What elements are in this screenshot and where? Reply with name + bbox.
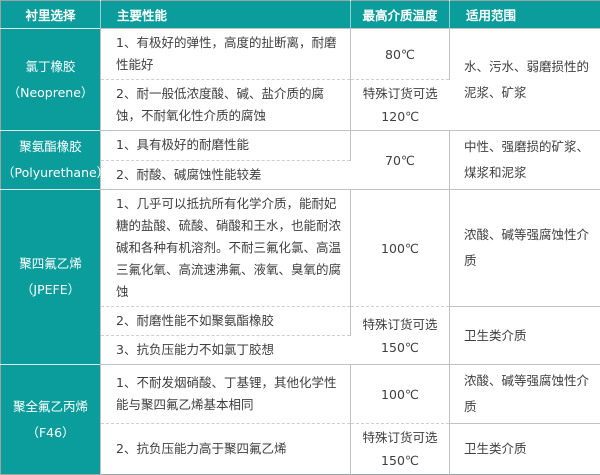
material-name: 氯丁橡胶: [2, 54, 99, 80]
table-row: 聚氨酯橡胶 （Polyurethane） 1、具有极好的耐磨性能 70℃ 中性、…: [1, 131, 600, 161]
range-cell: 浓酸、碱等强腐蚀性介质: [450, 365, 600, 424]
material-name-en: （Polyurethane）: [2, 160, 99, 186]
range-cell: 浓酸、碱等强腐蚀性介质: [450, 190, 600, 307]
material-cell-f46: 聚全氟乙丙烯 （F46）: [1, 365, 101, 475]
header-performance: 主要性能: [101, 1, 351, 29]
temperature-cell: 100℃: [351, 365, 450, 424]
temperature-cell: 100℃: [351, 190, 450, 307]
performance-cell: 1、具有极好的耐磨性能: [101, 131, 351, 161]
performance-cell: 3、抗负压能力不如氯丁胶想: [101, 336, 351, 365]
temperature-value: 150℃: [353, 449, 447, 472]
performance-cell: 2、耐一般低浓度酸、碱、盐介质的腐蚀，不耐氧化性介质的腐蚀: [101, 80, 351, 131]
material-cell-jpefe: 聚四氟乙烯 （JPEFE）: [1, 190, 101, 365]
temperature-value: 150℃: [353, 336, 447, 359]
temperature-cell: 特殊订货可选 120℃: [351, 80, 450, 131]
range-cell: 卫生类介质: [450, 424, 600, 475]
performance-cell: 1、有极好的弹性，高度的扯断离，耐磨性能好: [101, 29, 351, 80]
temperature-value: 120℃: [353, 105, 448, 128]
performance-cell: 1、几乎可以抵抗所有化学介质，能耐妃糖的盐酸、硫酸、硝酸和王水，也能耐浓碱和各种…: [101, 190, 351, 307]
performance-cell: 2、耐磨性能不如聚氨酯橡胶: [101, 307, 351, 336]
material-name: 聚四氟乙烯: [2, 251, 99, 277]
range-cell: 卫生类介质: [450, 307, 600, 365]
performance-cell: 2、抗负压能力高于聚四氟乙烯: [101, 424, 351, 475]
special-order-note: 特殊订货可选: [353, 313, 447, 336]
lining-selection-page: 衬里选择 主要性能 最高介质温度 适用范围 氯丁橡胶 （Neoprene） 1、…: [0, 0, 600, 427]
temperature-cell: 特殊订货可选 150℃: [351, 424, 450, 475]
material-cell-neoprene: 氯丁橡胶 （Neoprene）: [1, 29, 101, 131]
range-cell: 中性、强磨损的矿浆、煤浆和泥浆: [450, 131, 600, 190]
range-cell: 水、污水、弱磨损性的泥浆、矿浆: [450, 29, 600, 131]
material-name-en: （Neoprene）: [2, 80, 99, 106]
header-max-temp: 最高介质温度: [351, 1, 450, 29]
table-header-row: 衬里选择 主要性能 最高介质温度 适用范围: [1, 1, 600, 29]
material-name-en: （F46）: [2, 420, 99, 446]
material-name: 聚全氟乙丙烯: [2, 394, 99, 420]
header-range: 适用范围: [450, 1, 600, 29]
temperature-cell: 70℃: [351, 131, 450, 190]
table-row: 氯丁橡胶 （Neoprene） 1、有极好的弹性，高度的扯断离，耐磨性能好 80…: [1, 29, 600, 80]
temperature-cell: 80℃: [351, 29, 450, 80]
performance-cell: 1、不耐发烟硝酸、丁基锂，其他化学性能与聚四氟乙烯基本相同: [101, 365, 351, 424]
temperature-cell: 特殊订货可选 150℃: [351, 307, 450, 365]
special-order-note: 特殊订货可选: [353, 426, 447, 449]
performance-cell: 2、耐酸、碱腐蚀性能较差: [101, 160, 351, 190]
material-cell-polyurethane: 聚氨酯橡胶 （Polyurethane）: [1, 131, 101, 190]
header-lining: 衬里选择: [1, 1, 101, 29]
special-order-note: 特殊订货可选: [353, 82, 448, 105]
material-name-en: （JPEFE）: [2, 277, 99, 303]
material-name: 聚氨酯橡胶: [2, 134, 99, 160]
table-row: 聚全氟乙丙烯 （F46） 1、不耐发烟硝酸、丁基锂，其他化学性能与聚四氟乙烯基本…: [1, 365, 600, 424]
table-row: 聚四氟乙烯 （JPEFE） 1、几乎可以抵抗所有化学介质，能耐妃糖的盐酸、硫酸、…: [1, 190, 600, 307]
